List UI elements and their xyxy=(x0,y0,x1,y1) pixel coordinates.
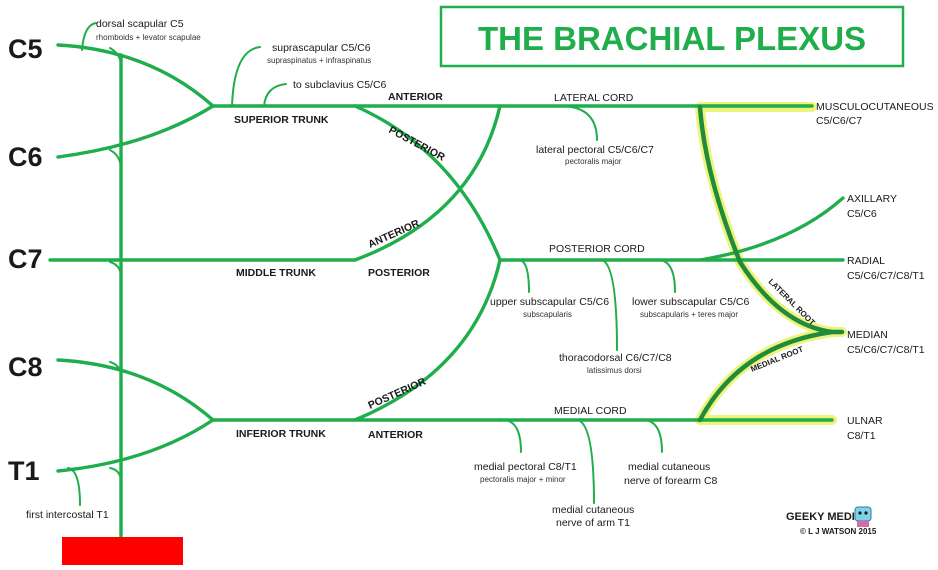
medial-cutaneous-arm-line2: nerve of arm T1 xyxy=(556,517,630,529)
radial-label: RADIAL xyxy=(847,255,885,267)
suprascapular-muscles: supraspinatus + infraspinatus xyxy=(267,56,371,65)
root-label-c6: C6 xyxy=(8,142,43,172)
lateral-cord-label: LATERAL CORD xyxy=(554,92,634,104)
medial-pectoral-label: medial pectoral C8/T1 xyxy=(474,461,577,473)
title-box xyxy=(439,5,905,68)
root-label-c7: C7 xyxy=(8,244,43,274)
root-label-c5: C5 xyxy=(8,34,43,64)
upper-subscapular-label: upper subscapular C5/C6 xyxy=(490,296,609,308)
root-label-t1: T1 xyxy=(8,456,40,486)
medial-pectoral-muscles: pectoralis major + minor xyxy=(480,475,566,484)
radial-roots: C5/C6/C7/C8/T1 xyxy=(847,270,925,282)
inferior-posterior-label: POSTERIOR xyxy=(366,375,428,411)
lateral-pectoral-muscles: pectoralis major xyxy=(565,157,622,166)
posterior-cord-label: POSTERIOR CORD xyxy=(549,243,645,255)
musculocutaneous-roots: C5/C6/C7 xyxy=(816,115,862,127)
lower-subscapular-muscles: subscapularis + teres major xyxy=(640,310,738,319)
lower-subscapular-label: lower subscapular C5/C6 xyxy=(632,296,749,308)
trunk-lines xyxy=(211,104,502,422)
median-roots: C5/C6/C7/C8/T1 xyxy=(847,344,925,356)
ulnar-label: ULNAR xyxy=(847,415,883,427)
diagram-title: THE BRACHIAL PLEXUS xyxy=(478,20,866,57)
middle-anterior-label: ANTERIOR xyxy=(366,217,421,250)
small-branches xyxy=(67,22,676,506)
median-label: MEDIAN xyxy=(847,329,888,341)
mascot-icon xyxy=(854,506,872,527)
dorsal-scapular-muscles: rhomboids + levator scapulae xyxy=(96,33,201,42)
superior-posterior-label: POSTERIOR xyxy=(387,124,448,164)
lateral-pectoral-label: lateral pectoral C5/C6/C7 xyxy=(536,144,654,156)
musculocutaneous-label: MUSCULOCUTANEOUS xyxy=(816,101,934,113)
inferior-trunk-label: INFERIOR TRUNK xyxy=(236,428,326,440)
roots-lines xyxy=(48,43,357,473)
first-intercostal-label: first intercostal T1 xyxy=(26,509,109,521)
axillary-label: AXILLARY xyxy=(847,193,897,205)
superior-trunk-label: SUPERIOR TRUNK xyxy=(234,114,329,126)
cord-lines xyxy=(498,104,845,422)
medial-cutaneous-forearm-line2: nerve of forearm C8 xyxy=(624,475,718,487)
dorsal-scapular-label: dorsal scapular C5 xyxy=(96,18,184,30)
medial-cutaneous-arm-line1: medial cutaneous xyxy=(552,504,634,516)
middle-posterior-label: POSTERIOR xyxy=(368,267,430,279)
ulnar-roots: C8/T1 xyxy=(847,430,876,442)
brand-label: GEEKY MEDICS xyxy=(786,511,870,523)
highlight-paths xyxy=(695,102,847,425)
superior-anterior-label: ANTERIOR xyxy=(388,91,443,103)
thoracodorsal-label: thoracodorsal C6/C7/C8 xyxy=(559,352,672,364)
subclavius-label: to subclavius C5/C6 xyxy=(293,79,387,91)
medial-cord-label: MEDIAL CORD xyxy=(554,405,627,417)
division-lines xyxy=(353,104,502,422)
medial-cutaneous-forearm-line1: medial cutaneous xyxy=(628,461,710,473)
thoracodorsal-muscles: latissimus dorsi xyxy=(587,366,642,375)
axillary-roots: C5/C6 xyxy=(847,208,877,220)
upper-subscapular-muscles: subscapularis xyxy=(523,310,572,319)
suprascapular-label: suprascapular C5/C6 xyxy=(272,42,371,54)
copyright-label: © L J WATSON 2015 xyxy=(800,527,877,536)
red-bar xyxy=(62,537,183,565)
middle-trunk-label: MIDDLE TRUNK xyxy=(236,267,316,279)
terminal-lines xyxy=(697,104,845,423)
root-label-c8: C8 xyxy=(8,352,43,382)
inferior-anterior-label: ANTERIOR xyxy=(368,429,423,441)
